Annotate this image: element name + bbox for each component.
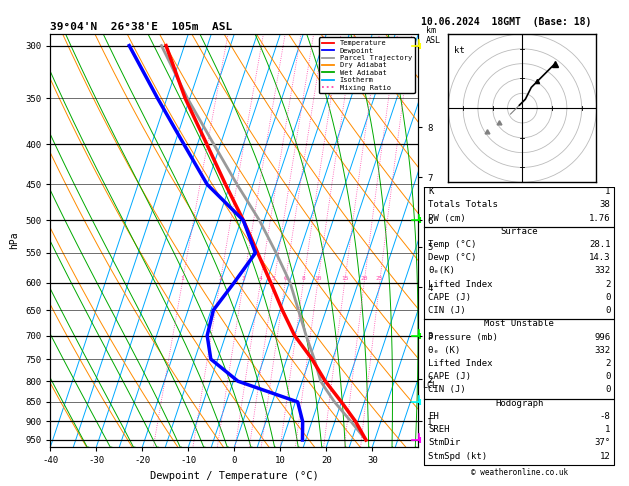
Text: PW (cm): PW (cm): [428, 213, 465, 223]
Y-axis label: hPa: hPa: [9, 232, 19, 249]
Text: 10: 10: [314, 276, 321, 281]
Text: CAPE (J): CAPE (J): [428, 293, 471, 302]
Legend: Temperature, Dewpoint, Parcel Trajectory, Dry Adiabat, Wet Adiabat, Isotherm, Mi: Temperature, Dewpoint, Parcel Trajectory…: [319, 37, 415, 93]
Text: CIN (J): CIN (J): [428, 385, 465, 395]
Text: 0: 0: [605, 293, 610, 302]
Text: θₑ (K): θₑ (K): [428, 346, 460, 355]
Text: 20: 20: [360, 276, 368, 281]
Text: 8: 8: [301, 276, 305, 281]
Text: 2: 2: [218, 276, 222, 281]
Text: Temp (°C): Temp (°C): [428, 240, 477, 249]
Text: 39°04'N  26°38'E  105m  ASL: 39°04'N 26°38'E 105m ASL: [50, 22, 233, 32]
Text: Dewp (°C): Dewp (°C): [428, 253, 477, 262]
Text: Pressure (mb): Pressure (mb): [428, 332, 498, 342]
Text: K: K: [428, 187, 433, 196]
Text: EH: EH: [428, 412, 439, 421]
Text: Totals Totals: Totals Totals: [428, 200, 498, 209]
Text: 332: 332: [594, 266, 610, 276]
Text: 14.3: 14.3: [589, 253, 610, 262]
Text: 332: 332: [594, 346, 610, 355]
Text: Surface: Surface: [501, 227, 538, 236]
Text: 2: 2: [605, 279, 610, 289]
Text: -8: -8: [599, 412, 610, 421]
Text: kt: kt: [454, 46, 465, 55]
Text: 2: 2: [605, 359, 610, 368]
Text: CAPE (J): CAPE (J): [428, 372, 471, 381]
Text: 4: 4: [259, 276, 262, 281]
Text: 12: 12: [599, 451, 610, 461]
Text: StmDir: StmDir: [428, 438, 460, 447]
Text: LCL: LCL: [422, 381, 437, 390]
Text: 3: 3: [242, 276, 245, 281]
Text: 10.06.2024  18GMT  (Base: 18): 10.06.2024 18GMT (Base: 18): [421, 17, 592, 27]
Text: Most Unstable: Most Unstable: [484, 319, 554, 329]
Text: Lifted Index: Lifted Index: [428, 279, 493, 289]
Text: 38: 38: [599, 200, 610, 209]
Text: 28.1: 28.1: [589, 240, 610, 249]
Text: © weatheronline.co.uk: © weatheronline.co.uk: [471, 468, 568, 477]
Text: StmSpd (kt): StmSpd (kt): [428, 451, 487, 461]
Text: 0: 0: [605, 385, 610, 395]
Text: 1: 1: [605, 187, 610, 196]
Text: SREH: SREH: [428, 425, 450, 434]
Text: Hodograph: Hodograph: [495, 399, 543, 408]
Text: km
ASL: km ASL: [426, 26, 441, 45]
Text: 37°: 37°: [594, 438, 610, 447]
Text: 1.76: 1.76: [589, 213, 610, 223]
Text: 1: 1: [605, 425, 610, 434]
Text: 0: 0: [605, 306, 610, 315]
Text: 15: 15: [341, 276, 348, 281]
X-axis label: Dewpoint / Temperature (°C): Dewpoint / Temperature (°C): [150, 471, 319, 481]
Text: 25: 25: [376, 276, 384, 281]
Text: 5: 5: [272, 276, 276, 281]
Text: θₑ(K): θₑ(K): [428, 266, 455, 276]
Text: Lifted Index: Lifted Index: [428, 359, 493, 368]
Text: 1: 1: [181, 276, 184, 281]
Text: 996: 996: [594, 332, 610, 342]
Text: 6: 6: [283, 276, 287, 281]
Text: 0: 0: [605, 372, 610, 381]
Text: CIN (J): CIN (J): [428, 306, 465, 315]
